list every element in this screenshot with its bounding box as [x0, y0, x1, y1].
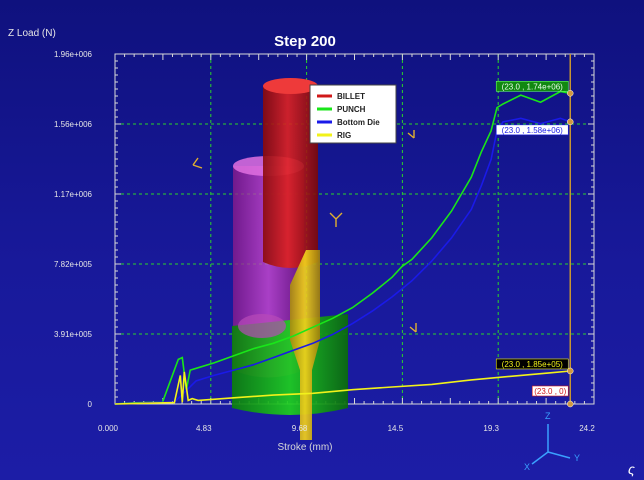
y-tick-label: 1.96e+006 [54, 50, 93, 59]
y-tick-labels: 0 3.91e+005 7.82e+005 1.17e+006 1.56e+006 1.9… [54, 50, 93, 409]
point-value-label: (23.0 , 1.85e+05) [502, 360, 563, 369]
tick-marks [114, 53, 595, 405]
point-label-box [495, 358, 569, 370]
x-tick-labels: 0.000 4.83 9.68 14.5 19.3 24.2 [98, 424, 595, 433]
legend-label: BILLET [337, 92, 365, 101]
x-tick-label: 14.5 [388, 424, 404, 433]
axis-triad: Z Y X [524, 411, 580, 472]
load-curves [114, 90, 571, 405]
point-label-box [495, 80, 569, 92]
legend[interactable]: BILLET PUNCH Bottom Die RIG [309, 84, 397, 144]
plot-area [114, 53, 595, 405]
cursor-point-marker [566, 118, 574, 126]
point-label-box [495, 124, 569, 136]
x-tick-label: 0.000 [98, 424, 119, 433]
triad-y-label: Y [574, 453, 580, 463]
y-tick-label: 7.82e+005 [54, 260, 93, 269]
stroke-cursor[interactable] [566, 54, 574, 408]
rig-part[interactable] [290, 250, 320, 440]
x-tick-label: 19.3 [483, 424, 499, 433]
point-label-box [531, 385, 569, 397]
series-line-bottom-die [114, 117, 571, 405]
point-value-label: (23.0 , 0) [534, 387, 566, 396]
y-tick-label: 3.91e+005 [54, 330, 93, 339]
step-title: Step 200 [274, 33, 336, 50]
cursor-point-marker [566, 400, 574, 408]
cursor-point-marker [566, 367, 574, 375]
billet-part[interactable] [263, 78, 318, 268]
legend-label: Bottom Die [337, 118, 380, 127]
point-value-labels: (23.0 , 1.74e+06) (23.0 , 1.58e+06) (23.0 … [495, 80, 569, 397]
triad-x-label: X [524, 462, 530, 472]
triad-z-label: Z [545, 411, 551, 421]
legend-label: PUNCH [337, 105, 366, 114]
die-assembly-3d[interactable] [192, 78, 417, 440]
x-tick-label: 9.68 [292, 424, 308, 433]
x-tick-label: 24.2 [579, 424, 595, 433]
y-tick-label: 1.56e+006 [54, 120, 93, 129]
x-tick-label: 4.83 [196, 424, 212, 433]
y-tick-label: 1.17e+006 [54, 190, 93, 199]
y-tick-label: 0 [88, 400, 93, 409]
y-axis-label: Z Load (N) [8, 28, 56, 39]
cursor-point-marker [566, 90, 574, 97]
legend-label: RIG [337, 131, 351, 140]
corner-glyph: ς [628, 461, 635, 477]
x-axis-label: Stroke (mm) [278, 442, 333, 453]
point-value-label: (23.0 , 1.58e+06) [502, 126, 563, 135]
series-line-rig [114, 370, 571, 405]
orientation-markers [192, 130, 417, 333]
point-value-label: (23.0 , 1.74e+06) [502, 82, 563, 91]
